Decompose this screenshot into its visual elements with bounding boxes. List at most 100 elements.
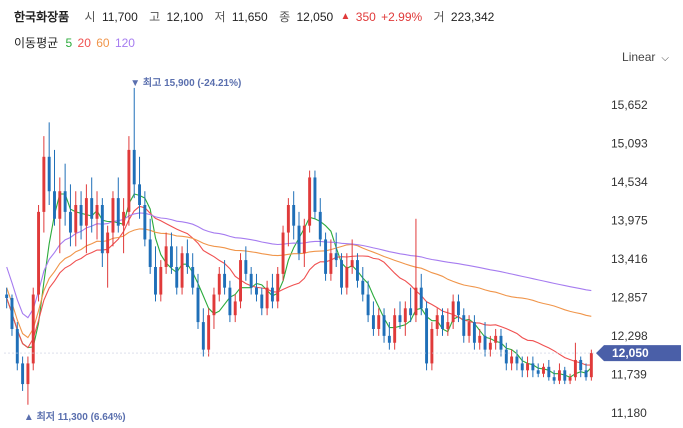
candle-body <box>526 363 530 371</box>
candle-body <box>451 301 455 323</box>
candle-body <box>53 191 56 219</box>
candle-body <box>409 308 413 316</box>
candle-body <box>15 328 19 364</box>
candle-body <box>249 273 253 288</box>
candle-body <box>270 287 274 302</box>
candle-body <box>175 266 179 288</box>
last-price-label: 12,050 <box>612 346 649 360</box>
candle-body <box>515 356 519 364</box>
candle-body <box>377 315 381 329</box>
candle-body <box>47 156 51 192</box>
candle-body <box>510 356 514 364</box>
quote-header: 한국화장품 시 11,700 고 12,100 저 11,650 종 12,05… <box>14 8 502 25</box>
low-label: 저 <box>214 10 226 24</box>
y-tick-label: 11,739 <box>611 368 647 382</box>
candle-body <box>239 260 242 302</box>
candle-body <box>63 191 67 212</box>
candle-body <box>95 205 99 219</box>
candle-body <box>547 366 551 378</box>
candle-body <box>122 211 126 226</box>
candle-body <box>350 260 354 267</box>
candle-body <box>536 370 540 374</box>
ma-legend: 이동평균 5 20 60 120 <box>14 34 139 51</box>
candle-body <box>430 328 434 364</box>
candle-body <box>164 246 168 267</box>
candle-body <box>297 225 301 254</box>
candle-body <box>302 225 306 254</box>
candle-body <box>467 322 471 336</box>
y-tick-label: 11,180 <box>611 406 647 420</box>
candle-body <box>504 349 508 364</box>
candle-body <box>563 370 567 381</box>
ma60-label[interactable]: 60 <box>96 36 110 50</box>
candle-body <box>265 287 269 309</box>
candle-body <box>573 359 577 378</box>
candle-body <box>37 211 41 295</box>
candle-body <box>520 363 524 371</box>
change-percent: +2.99% <box>381 9 423 24</box>
candle-body <box>10 297 14 329</box>
high-label: 고 <box>149 10 161 24</box>
candle-body <box>382 315 386 336</box>
candle-body <box>260 294 264 309</box>
stock-name: 한국화장품 <box>14 10 70 24</box>
y-tick-label: 12,298 <box>611 329 648 343</box>
candle-body <box>292 205 296 226</box>
candle-body <box>79 205 83 226</box>
scale-select[interactable]: Linear ⌵ <box>622 50 669 64</box>
candle-body <box>127 149 131 212</box>
candle-body <box>318 211 322 240</box>
candle-body <box>313 177 317 212</box>
candle-body <box>531 363 535 371</box>
candle-body <box>557 370 561 381</box>
open-label: 시 <box>84 10 96 24</box>
volume-value: 223,342 <box>450 9 495 24</box>
candle-body <box>244 260 248 274</box>
candle-body <box>159 266 163 295</box>
ma120-label[interactable]: 120 <box>114 36 135 50</box>
open-value: 11,700 <box>101 9 138 24</box>
close-label: 종 <box>279 10 291 24</box>
candle-body <box>138 184 142 206</box>
last-price-tag: 12,050 <box>4 345 681 362</box>
candle-body <box>371 315 375 329</box>
candle-body <box>494 335 498 343</box>
volume-label: 거 <box>433 10 445 24</box>
candle-body <box>111 198 115 233</box>
candle-body <box>568 377 572 381</box>
y-tick-label: 15,093 <box>611 137 648 151</box>
ma5-label[interactable]: 5 <box>65 36 73 50</box>
candle-body <box>462 315 466 336</box>
candle-body <box>483 335 487 350</box>
candle-body <box>217 273 221 295</box>
candle-body <box>196 287 200 323</box>
y-tick-label: 13,416 <box>611 252 648 266</box>
candle-body <box>441 315 444 329</box>
candle-body <box>276 273 280 302</box>
candle-body <box>419 287 423 309</box>
candle-body <box>212 294 216 316</box>
candle-body <box>435 315 439 329</box>
candle-body <box>185 253 189 267</box>
candle-body <box>356 260 359 281</box>
candle-body <box>552 377 556 381</box>
low-annotation: ▲ 최저 11,300 (6.64%) <box>24 410 126 423</box>
close-value: 12,050 <box>296 9 334 24</box>
candle-body <box>286 205 290 233</box>
change-up-icon: ▲ <box>340 11 351 22</box>
candle-body <box>488 342 492 350</box>
ma-legend-title: 이동평균 <box>14 36 59 50</box>
candle-body <box>255 287 258 295</box>
candle-body <box>366 294 370 316</box>
low-value: 11,650 <box>231 9 268 24</box>
candle-body <box>90 198 94 219</box>
candle-body <box>132 149 136 185</box>
candle-body <box>472 322 476 343</box>
candle-body <box>233 301 237 316</box>
candle-body <box>542 366 545 374</box>
candle-body <box>148 239 152 267</box>
candle-body <box>589 353 593 378</box>
ma20-label[interactable]: 20 <box>77 36 91 50</box>
candle-body <box>191 266 195 288</box>
